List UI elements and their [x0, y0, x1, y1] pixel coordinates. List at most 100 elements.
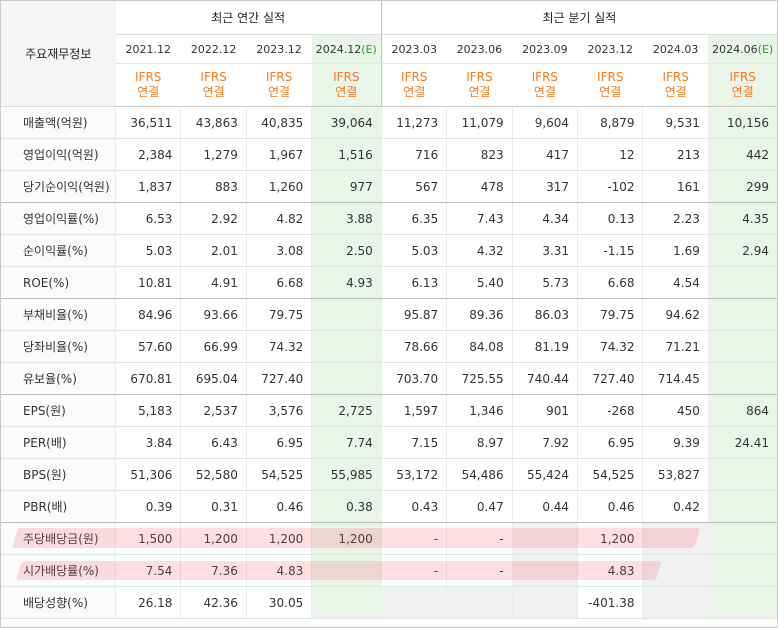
table-cell: 26.18 — [114, 586, 181, 619]
annual-group-header: 최근 연간 실적 — [115, 1, 382, 35]
table-cell — [311, 586, 382, 619]
table-cell: 1.69 — [642, 234, 709, 267]
quarter-group-header: 최근 분기 실적 — [380, 1, 777, 35]
table-cell: 78.66 — [380, 330, 447, 363]
table-cell: 450 — [642, 394, 709, 427]
table-cell: 317 — [511, 170, 578, 203]
basis-header: IFRS 연결 — [115, 63, 181, 107]
table-cell: 1,200 — [180, 522, 247, 555]
row-label: PBR(배) — [1, 490, 116, 523]
table-cell: 1,200 — [577, 522, 643, 555]
table-cell — [707, 330, 777, 363]
row-label: 영업이익률(%) — [1, 202, 116, 235]
basis-standard: IFRS — [662, 70, 689, 84]
table-cell: 86.03 — [511, 298, 578, 331]
table-cell: 0.42 — [642, 490, 709, 523]
table-cell: 6.68 — [245, 266, 312, 299]
period-header: 2022.12 — [180, 34, 247, 64]
table-cell: - — [380, 522, 447, 555]
basis-scope: 연결 — [202, 85, 225, 99]
table-cell: 11,079 — [446, 106, 513, 139]
period-date: 2022.12 — [190, 42, 237, 56]
table-row: 주당배당금(원) 1,500 1,200 1,200 1,200- -1,200 — [1, 522, 777, 555]
table-cell: 3.88 — [311, 202, 382, 235]
table-cell: 1,837 — [114, 170, 181, 203]
table-cell: 39,064 — [311, 106, 382, 139]
table-cell — [511, 586, 578, 619]
highlight-stroke-yield — [15, 561, 663, 580]
table-cell: 977 — [311, 170, 382, 203]
table-cell: 5.73 — [511, 266, 578, 299]
table-cell: 4.91 — [180, 266, 247, 299]
row-label: 매출액(억원) — [1, 106, 116, 139]
table-cell: 2,725 — [311, 394, 382, 427]
basis-scope: 연결 — [137, 85, 160, 99]
table-cell: - — [380, 554, 447, 587]
table-cell: 12 — [577, 138, 643, 171]
table-cell: 2.23 — [642, 202, 709, 235]
row-label: PER(배) — [1, 426, 116, 459]
basis-header: IFRS 연결 — [446, 63, 513, 107]
table-cell: -268 — [577, 394, 643, 427]
table-cell: 213 — [642, 138, 709, 171]
table-cell: 93.66 — [180, 298, 247, 331]
table-cell: - — [446, 522, 513, 555]
period-header: 2021.12 — [115, 34, 181, 64]
basis-standard: IFRS — [135, 70, 162, 84]
period-header: 2023.09 — [512, 34, 578, 64]
table-cell: 9,531 — [642, 106, 709, 139]
table-cell: 57.60 — [114, 330, 181, 363]
table-row: PER(배) 3.84 6.43 6.95 7.74 7.15 8.97 7.92 6.95 9.… — [1, 426, 777, 459]
table-cell: 66.99 — [180, 330, 247, 363]
period-date: 2023.12 — [587, 42, 634, 56]
table-cell: 727.40 — [577, 362, 643, 395]
period-header: 2023.12 — [577, 34, 643, 64]
table-cell: 1,200 — [245, 522, 312, 555]
table-cell — [642, 554, 709, 587]
row-label: EPS(원) — [1, 394, 116, 427]
table-cell: 2,537 — [180, 394, 247, 427]
basis-standard: IFRS — [333, 70, 360, 84]
basis-scope: 연결 — [731, 85, 754, 99]
period-date: 2023.09 — [522, 42, 568, 56]
table-cell: 7.43 — [446, 202, 513, 235]
period-header: 2024.12(E) — [311, 34, 382, 64]
table-cell: 7.92 — [511, 426, 578, 459]
table-cell: 52,580 — [180, 458, 247, 491]
table-cell: 0.43 — [380, 490, 447, 523]
basis-header: IFRS 연결 — [246, 63, 312, 107]
table-cell: 53,827 — [642, 458, 709, 491]
table-cell: 1,967 — [245, 138, 312, 171]
table-cell: 478 — [446, 170, 513, 203]
table-cell: 42.36 — [180, 586, 247, 619]
basis-header: IFRS 연결 — [180, 63, 247, 107]
basis-standard: IFRS — [597, 70, 624, 84]
table-cell: 2.92 — [180, 202, 247, 235]
row-label: 시가배당률(%) — [1, 554, 116, 587]
table-cell: 5.03 — [380, 234, 447, 267]
table-cell: 4.35 — [707, 202, 777, 235]
table-cell: 54,525 — [245, 458, 312, 491]
table-cell: 24.41 — [707, 426, 777, 459]
table-cell — [707, 266, 777, 299]
basis-scope: 연결 — [403, 85, 426, 99]
basis-header: IFRS 연결 — [708, 63, 777, 107]
row-label: 주당배당금(원) — [1, 522, 116, 555]
table-cell: 2.94 — [707, 234, 777, 267]
basis-standard: IFRS — [466, 70, 493, 84]
period-date: 2024.12 — [315, 42, 362, 56]
table-cell: 8.97 — [446, 426, 513, 459]
table-row: 영업이익(억원) 2,384 1,279 1,967 1,516 716 823 417 12 2… — [1, 138, 777, 171]
row-label: 부채비율(%) — [1, 298, 116, 331]
table-row: EPS(원) 5,183 2,537 3,576 2,725 1,597 1,346 901-… — [1, 394, 777, 427]
table-cell: 727.40 — [245, 362, 312, 395]
table-cell: 7.36 — [180, 554, 247, 587]
basis-header-row: IFRS 연결 IFRS 연결 IFRS 연결 IFRS 연결 IFRS 연결 IFRS 연결 IFRS… — [1, 63, 777, 107]
table-row: ROE(%) 10.81 4.91 6.68 4.93 6.13 5.40 5.73 6.68 4… — [1, 266, 777, 299]
table-cell: 7.74 — [311, 426, 382, 459]
table-cell — [311, 298, 382, 331]
table-cell: 51,306 — [114, 458, 181, 491]
table-cell: 4.83 — [245, 554, 312, 587]
period-date: 2023.03 — [391, 42, 437, 56]
table-cell: 10.81 — [114, 266, 181, 299]
